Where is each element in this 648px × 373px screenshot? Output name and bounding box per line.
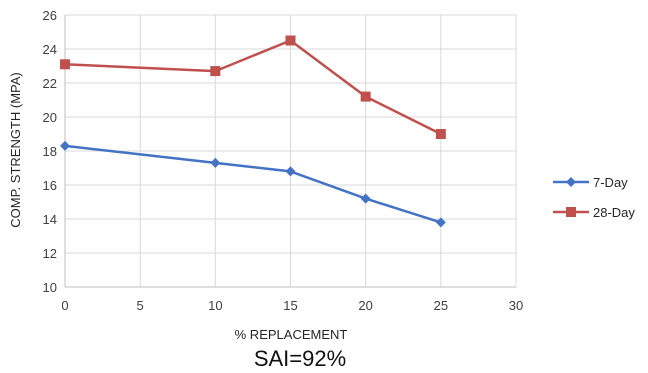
legend-marker — [566, 207, 576, 217]
data-point — [210, 157, 221, 168]
legend-label: 28-Day — [593, 205, 635, 220]
y-tick-label: 18 — [43, 144, 57, 159]
data-point — [360, 193, 371, 204]
legend-item: 7-Day — [553, 175, 628, 190]
legend-label: 7-Day — [593, 175, 628, 190]
y-tick-label: 12 — [43, 246, 57, 261]
x-tick-label: 15 — [283, 298, 297, 313]
y-tick-label: 10 — [43, 280, 57, 295]
x-tick-label: 20 — [358, 298, 372, 313]
y-tick-label: 14 — [43, 212, 57, 227]
data-point — [435, 129, 446, 139]
y-tick-label: 22 — [43, 76, 57, 91]
series-28-day — [60, 35, 446, 139]
legend-marker — [566, 177, 576, 187]
data-point — [60, 59, 70, 70]
y-axis-title: COMP. STRENGTH (MPA) — [8, 72, 23, 228]
x-tick-label: 10 — [208, 298, 222, 313]
y-tick-label: 26 — [43, 8, 57, 23]
y-tick-labels: 10 12 14 16 18 20 22 24 26 — [43, 8, 57, 295]
y-tick-label: 20 — [43, 110, 57, 125]
series-group — [60, 35, 446, 228]
data-point — [435, 217, 446, 228]
x-tick-label: 30 — [509, 298, 523, 313]
grid-lines — [65, 14, 517, 287]
x-tick-label: 5 — [137, 298, 144, 313]
data-point — [210, 66, 221, 77]
series-7-day — [60, 140, 446, 228]
x-tick-labels: 0 5 10 15 20 25 30 — [61, 298, 523, 313]
data-point — [360, 91, 371, 102]
chart-caption: SAI=92% — [254, 346, 346, 371]
x-tick-label: 25 — [434, 298, 448, 313]
x-tick-label: 0 — [61, 298, 68, 313]
series-line — [64, 39, 442, 136]
data-point — [285, 166, 296, 177]
y-tick-label: 24 — [43, 42, 57, 57]
legend: 7-Day 28-Day — [553, 175, 635, 220]
y-tick-label: 16 — [43, 178, 57, 193]
legend-item: 28-Day — [553, 205, 635, 220]
data-point — [285, 35, 296, 46]
series-line — [64, 144, 442, 224]
data-point — [60, 140, 70, 151]
x-axis-title: % REPLACEMENT — [235, 327, 348, 342]
